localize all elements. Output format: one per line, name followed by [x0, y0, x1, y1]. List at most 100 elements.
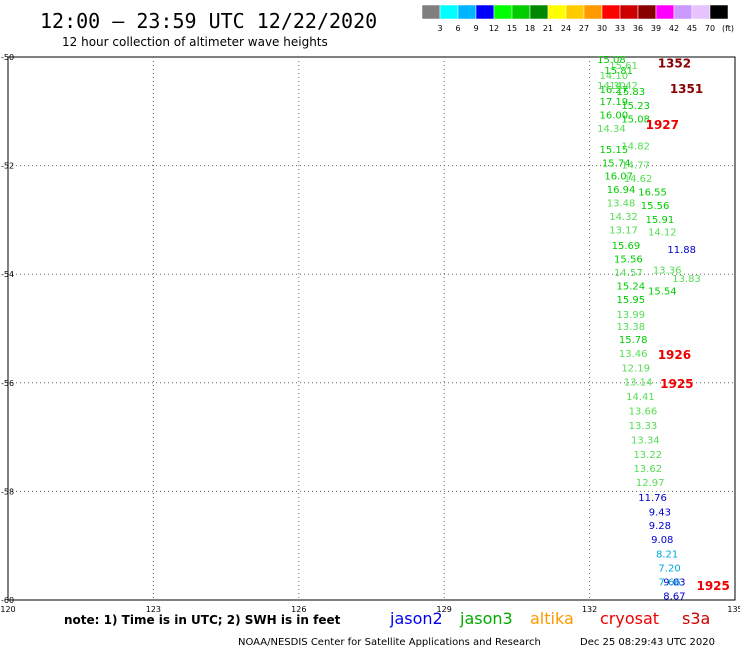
colorbar-swatch: [421, 4, 441, 20]
x-tick-label: 132: [582, 605, 597, 614]
colorbar-swatch: [673, 4, 693, 20]
legend-item-cryosat: cryosat: [600, 609, 659, 628]
footer-credit: NOAA/NESDIS Center for Satellite Applica…: [238, 637, 541, 648]
wave-height-label: 15.74: [602, 158, 631, 169]
wave-height-label: 15.08: [621, 114, 650, 125]
wave-height-label: 13.22: [633, 450, 662, 461]
footer-note: note: 1) Time is in UTC; 2) SWH is in fe…: [64, 613, 341, 627]
wave-height-label: 15.56: [641, 201, 670, 212]
wave-height-label: 15.61: [609, 61, 638, 72]
colorbar-label: 3: [437, 24, 442, 33]
legend-item-jason3: jason3: [459, 609, 513, 628]
wave-height-label: 13.99: [616, 310, 645, 321]
wave-height-label: 13.14: [624, 378, 653, 389]
time-marker: 1925: [696, 579, 729, 593]
x-tick-label: 126: [291, 605, 306, 614]
wave-height-label: 14.41: [626, 392, 655, 403]
wave-height-label: 12.19: [621, 364, 650, 375]
legend-item-altika: altika: [530, 609, 574, 628]
colorbar-label: 18: [525, 24, 535, 33]
wave-height-label: 9.43: [649, 507, 671, 518]
legend-item-jason2: jason2: [389, 609, 443, 628]
plot-border: [7, 56, 736, 601]
wave-height-label: 16.00: [600, 111, 629, 122]
data-labels: 15.0815.8116.2715.8317.1915.2316.0015.08…: [597, 55, 730, 603]
wave-height-label: 15.78: [619, 335, 648, 346]
colorbar-swatch: [529, 4, 549, 20]
colorbar-label: 15: [507, 24, 517, 33]
wave-height-label: 16.55: [638, 188, 667, 199]
wave-height-label: 17.19: [600, 97, 629, 108]
colorbar-label: 45: [687, 24, 697, 33]
colorbar-label: 6: [455, 24, 460, 33]
y-tick-label: -60: [1, 596, 14, 605]
wave-height-label: 7.20: [658, 563, 680, 574]
wave-height-label: 8.67: [663, 592, 685, 603]
colorbar-swatch: [547, 4, 567, 20]
x-tick-label: 123: [146, 605, 161, 614]
wave-height-label: 15.54: [648, 286, 677, 297]
colorbar-label: 70: [705, 24, 715, 33]
colorbar-swatch: [619, 4, 639, 20]
time-marker: 1927: [646, 118, 679, 132]
wave-height-label: 13.83: [672, 274, 701, 285]
wave-height-label: 14.62: [624, 174, 653, 185]
colorbar-swatch: [475, 4, 495, 20]
wave-height-label: 13.62: [633, 464, 662, 475]
wave-height-label: 15.91: [646, 215, 675, 226]
colorbar-swatch: [637, 4, 657, 20]
colorbar-swatch: [691, 4, 711, 20]
wave-height-label: 16.94: [607, 185, 636, 196]
wave-height-label: 14.82: [621, 142, 650, 153]
plot-grid: [8, 57, 735, 600]
wave-height-label: 13.34: [631, 435, 660, 446]
wave-height-label: 15.15: [600, 145, 629, 156]
wave-height-label: 16.07: [604, 171, 633, 182]
wave-height-label: 13.66: [629, 406, 658, 417]
y-tick-label: -56: [1, 379, 14, 388]
wave-height-label: 11.76: [638, 493, 667, 504]
time-marker: 1351: [670, 82, 703, 96]
wave-height-label: 14.32: [609, 212, 638, 223]
colorbar-swatch: [493, 4, 513, 20]
wave-height-label: 14.42: [609, 81, 638, 92]
x-tick-label: 129: [437, 605, 452, 614]
colorbar-swatch: [565, 4, 585, 20]
axis-ticks: 120 123 126 129 132 135 -50 -52 -54 -56 -58 -60: [0, 53, 740, 614]
footer-timestamp: Dec 25 08:29:43 UTC 2020: [580, 637, 715, 648]
wave-height-label: 14.12: [648, 227, 677, 238]
wave-height-label: 15.69: [612, 241, 641, 252]
wave-height-label: 16.27: [600, 85, 629, 96]
colorbar-swatch: [457, 4, 477, 20]
wave-height-label: 13.17: [609, 226, 638, 237]
wave-height-label: 15.56: [614, 254, 643, 265]
time-marker: 1925: [660, 377, 693, 391]
wave-height-label: 14.34: [597, 124, 626, 135]
wave-height-label: 9.03: [663, 578, 685, 589]
wave-height-label: 15.08: [597, 55, 626, 66]
colorbar-label: 27: [579, 24, 589, 33]
colorbar-label: 30: [597, 24, 607, 33]
y-tick-label: -52: [1, 162, 14, 171]
wave-height-label: 13.33: [629, 421, 658, 432]
colorbar-label: 33: [615, 24, 625, 33]
legend-item-s3a: s3a: [682, 609, 710, 628]
wave-height-label: 15.95: [616, 295, 645, 306]
colorbar-legend: 3 6 9 12 15 18 21 24 27 30 33 36 39 42 45 70 (ft): [421, 4, 734, 33]
satellite-legend: jason2 jason3 altika cryosat s3a: [389, 609, 710, 628]
x-tick-label: 135: [727, 605, 740, 614]
wave-height-label: 13.48: [607, 199, 636, 210]
x-tick-label: 120: [0, 605, 15, 614]
colorbar-swatch: [439, 4, 459, 20]
plot-area: [7, 56, 736, 601]
colorbar-swatch: [601, 4, 621, 20]
colorbar-label: 9: [473, 24, 478, 33]
colorbar-label: 36: [633, 24, 643, 33]
wave-height-label: 14.30: [597, 81, 626, 92]
colorbar-swatch: [583, 4, 603, 20]
colorbar-swatch: [511, 4, 531, 20]
wave-height-label: 8.21: [656, 549, 678, 560]
colorbar-label: 12: [489, 24, 499, 33]
colorbar-label: (ft): [722, 24, 734, 33]
